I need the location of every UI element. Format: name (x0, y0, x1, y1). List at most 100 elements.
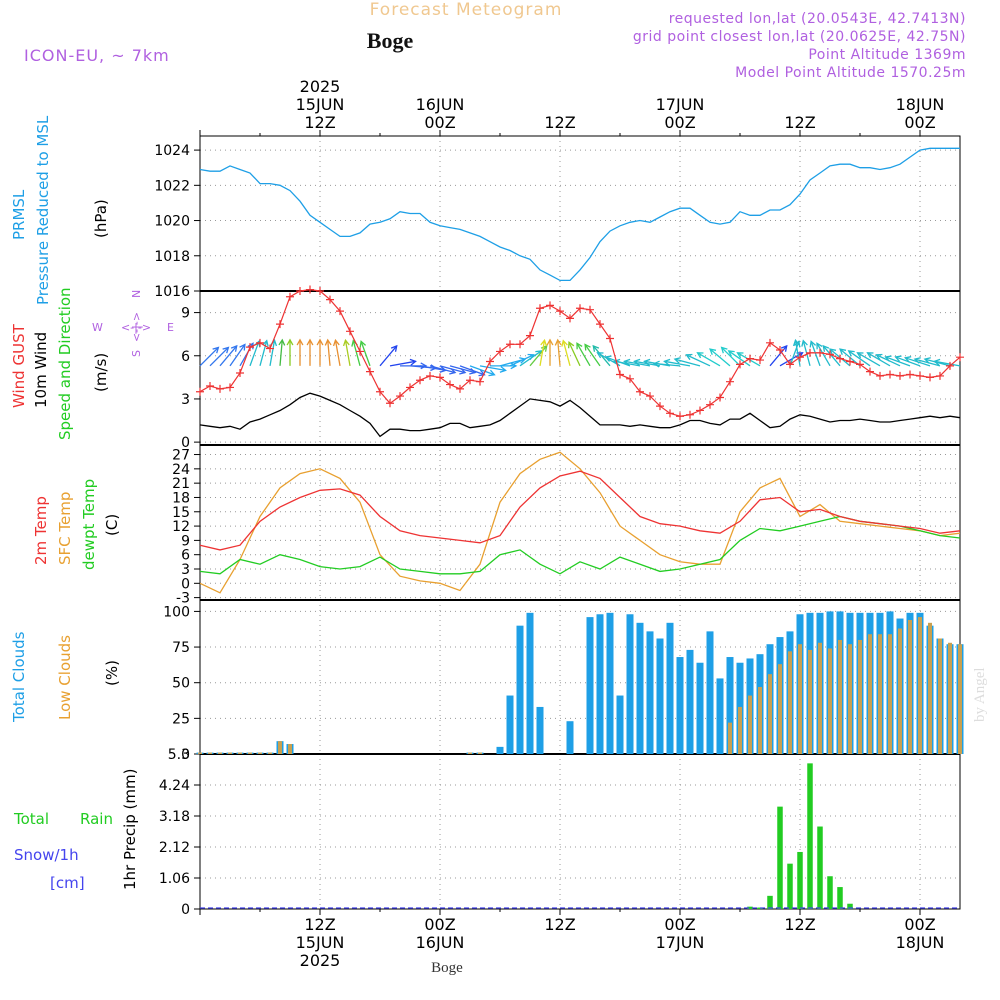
gust-marker (736, 360, 744, 369)
low-cloud-bar (288, 744, 292, 754)
total-cloud-bar (516, 625, 524, 754)
time-label-top: 15JUN (296, 95, 345, 114)
wind-arrow-head (801, 339, 808, 347)
wind-arrow-head (839, 348, 847, 355)
wind-arrow-head (894, 355, 902, 362)
gust-marker (466, 376, 474, 385)
gust-marker (386, 399, 394, 408)
low-cloud-bar (248, 752, 252, 754)
time-label-bottom: 17JUN (656, 933, 705, 952)
wind-arrow (576, 342, 591, 367)
wind-arrow-head (923, 357, 931, 364)
snow-unit-label: [cm] (50, 874, 85, 892)
gust-marker (896, 371, 904, 380)
total-cloud-bar (646, 631, 654, 754)
wind-label: 10m Wind (32, 332, 50, 408)
gust-marker (566, 314, 574, 323)
gust-marker (726, 377, 734, 386)
wind-arrow (557, 339, 561, 366)
gust-marker (926, 373, 934, 382)
y-tick-label: 9 (181, 533, 190, 549)
low-cloud-bar (238, 752, 242, 754)
wind-arrow (379, 345, 398, 367)
wind-arrow (529, 345, 548, 367)
gust-marker (476, 377, 484, 386)
pressure-unit: (hPa) (92, 199, 110, 238)
time-label-top: 00Z (424, 113, 455, 132)
wind-arrow-head (459, 367, 467, 375)
time-label-bottom: 12Z (784, 915, 815, 934)
low-cloud-bar (218, 752, 222, 754)
panel-frame (199, 135, 961, 292)
wind-arrow-head (736, 352, 744, 359)
gust-marker (676, 412, 684, 421)
y-tick-label: 4.24 (159, 778, 190, 794)
y-tick-label: 2.12 (159, 840, 190, 856)
wind-arrow (816, 342, 831, 367)
chart-layer: 101610181020102210240369-303691215182124… (10, 77, 964, 970)
wind-arrow-head (884, 355, 892, 362)
wind-arrow (597, 352, 621, 367)
gust-marker (436, 373, 444, 382)
pressure-label-long: Pressure Reduced to MSL (34, 115, 52, 305)
y-tick-label: 1018 (154, 249, 190, 265)
rain-bar (747, 906, 753, 909)
temp-unit: (C) (103, 514, 121, 536)
wind-arrow (848, 350, 871, 367)
total-cloud-bar (726, 657, 734, 754)
panel-frame (199, 753, 961, 910)
y-tick-label: 3 (181, 392, 190, 408)
y-tick-label: 9 (181, 306, 190, 322)
wind-arrow (857, 352, 881, 367)
time-label-bottom: 00Z (664, 915, 695, 934)
wind-arrow-head (727, 350, 735, 357)
low-cloud-bar (898, 628, 902, 754)
total-cloud-bar (566, 721, 574, 754)
time-label-bottom: 00Z (424, 915, 455, 934)
wind-arrow-head (359, 340, 367, 348)
compass-axis-ns: <-|-> (130, 312, 143, 342)
gust-marker (796, 353, 804, 362)
rain-bar (837, 887, 843, 909)
gust-marker (956, 353, 964, 362)
total-cloud-bar (526, 612, 534, 754)
time-label-top: 00Z (904, 113, 935, 132)
gust-marker (496, 347, 504, 356)
wind-arrow (279, 339, 283, 366)
wind-arrow-head (643, 358, 651, 366)
gust-marker (326, 295, 334, 304)
wind-arrow (721, 346, 741, 367)
wind-arrow-head (342, 338, 350, 347)
low-cloud-bar (798, 644, 802, 754)
wind-arrow (539, 340, 546, 366)
total-cloud-bar (596, 614, 604, 754)
y-tick-label: 0 (181, 747, 190, 763)
wind-arrow (269, 340, 276, 366)
wind-arrow-head (933, 358, 941, 366)
wind-arrow-head (685, 353, 693, 361)
gust-marker (596, 320, 604, 329)
wind-arrow (389, 360, 416, 367)
wind-direction-label: Speed and Direction (56, 287, 74, 440)
gust-marker (696, 406, 704, 415)
gust-marker (366, 367, 374, 376)
wind-arrow-head (720, 346, 728, 354)
gust-marker (546, 301, 554, 310)
low-clouds-label: Low Clouds (56, 635, 74, 720)
wind-arrow (219, 345, 238, 367)
wind-arrow (199, 346, 219, 367)
wind-arrow (469, 365, 495, 376)
low-cloud-bar (818, 642, 822, 754)
wind-arrow-head (449, 367, 457, 375)
gust-marker (346, 327, 354, 336)
y-tick-label: 21 (172, 476, 190, 492)
low-cloud-bar (928, 622, 932, 754)
low-cloud-bar (938, 638, 942, 754)
low-cloud-bar (878, 634, 882, 754)
wind-arrow (568, 342, 581, 367)
y-tick-label: 25 (172, 711, 190, 727)
low-cloud-bar (768, 674, 772, 754)
y-tick-label: 1.06 (159, 871, 190, 887)
gust-marker (886, 370, 894, 379)
total-precip-label: Total (13, 810, 49, 828)
